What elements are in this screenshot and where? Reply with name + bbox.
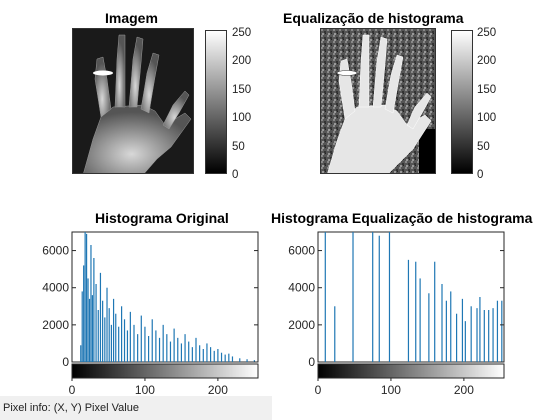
y-tick-label: 4000 xyxy=(42,281,69,295)
colorbar-tick: 250 xyxy=(232,27,252,39)
y-tick-label: 2000 xyxy=(42,318,69,332)
colorbar-tick: 50 xyxy=(477,141,490,153)
colorbar-tick: 0 xyxy=(232,169,239,181)
hist-original-chart[interactable]: 0 2000 4000 6000 0 100 200 xyxy=(0,220,280,420)
y-tick-label: 6000 xyxy=(288,244,315,258)
x-tick-label: 200 xyxy=(454,383,474,397)
grayscale-colorbar xyxy=(317,363,505,379)
y-tick-label: 2000 xyxy=(288,318,315,332)
colorbar-tick: 200 xyxy=(232,55,252,67)
colorbar-tick: 150 xyxy=(477,84,497,96)
axes-box xyxy=(317,231,505,363)
pixel-info-label: Pixel info: (X, Y) Pixel Value xyxy=(3,402,139,414)
x-tick-label: 200 xyxy=(208,383,228,397)
x-tick-label: 100 xyxy=(135,383,155,397)
equalized-colorbar xyxy=(451,30,473,174)
status-bar: Pixel info: (X, Y) Pixel Value xyxy=(0,396,272,420)
y-tick-label: 0 xyxy=(308,355,315,369)
x-tick-label: 0 xyxy=(69,383,76,397)
hist-equalized-title: Histograma Equalização de histograma xyxy=(271,210,533,226)
colorbar-tick: 0 xyxy=(477,169,484,181)
image-title: Imagem xyxy=(105,10,158,26)
equalized-image-title: Equalização de histograma xyxy=(283,10,464,26)
y-tick-label: 4000 xyxy=(288,281,315,295)
y-tick-label: 6000 xyxy=(42,244,69,258)
image-colorbar xyxy=(205,30,227,174)
x-tick-label: 0 xyxy=(315,383,322,397)
colorbar-tick: 100 xyxy=(477,112,497,124)
hist-original-title: Histograma Original xyxy=(95,210,229,226)
y-tick-label: 0 xyxy=(62,355,69,369)
hist-equalized-chart[interactable]: 0 2000 4000 6000 0 100 200 xyxy=(272,220,552,420)
colorbar-tick: 150 xyxy=(232,84,252,96)
colorbar-tick: 200 xyxy=(477,55,497,67)
x-tick-label: 100 xyxy=(381,383,401,397)
grayscale-colorbar xyxy=(71,363,259,379)
colorbar-tick: 100 xyxy=(232,112,252,124)
colorbar-tick: 50 xyxy=(232,141,245,153)
colorbar-tick: 250 xyxy=(477,27,497,39)
original-image[interactable] xyxy=(72,28,194,174)
equalized-image[interactable] xyxy=(320,28,436,174)
